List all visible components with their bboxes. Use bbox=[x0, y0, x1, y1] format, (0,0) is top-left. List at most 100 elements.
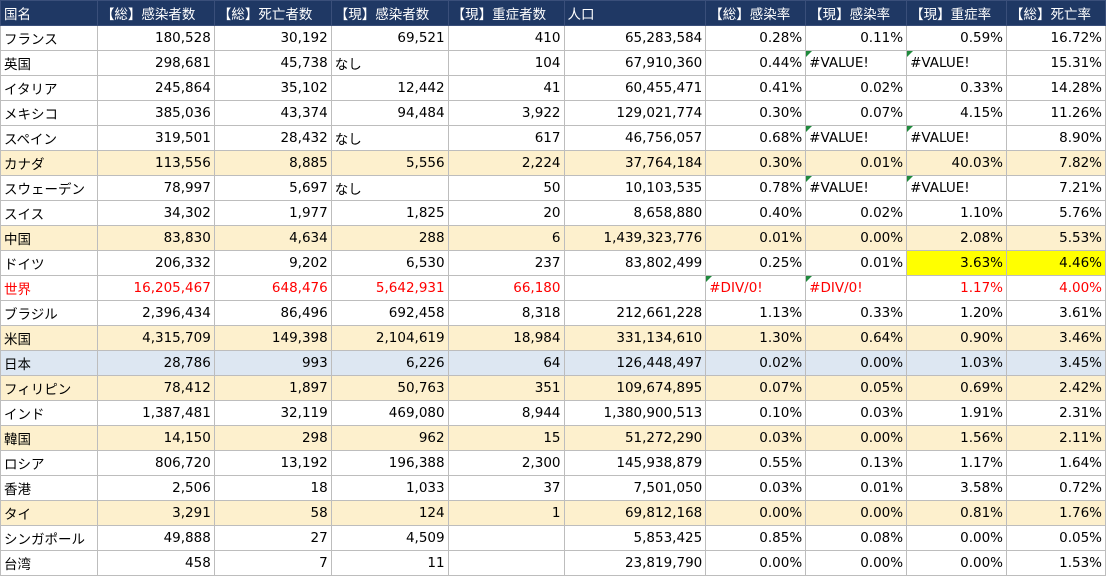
cell-death-rate[interactable]: 0.72% bbox=[1006, 475, 1106, 501]
cell-total-cases[interactable]: 28,786 bbox=[96, 350, 215, 376]
cell-total-deaths[interactable]: 35,102 bbox=[213, 75, 332, 101]
cell-active-infection-rate[interactable]: #VALUE! bbox=[805, 50, 908, 76]
cell-total-infection-rate[interactable]: 0.03% bbox=[705, 425, 807, 451]
cell-country[interactable]: スイス bbox=[0, 200, 98, 226]
cell-population[interactable]: 67,910,360 bbox=[563, 50, 707, 76]
cell-population[interactable]: 7,501,050 bbox=[563, 475, 707, 501]
cell-total-cases[interactable]: 113,556 bbox=[96, 150, 215, 176]
cell-total-infection-rate[interactable]: 0.01% bbox=[705, 225, 807, 251]
cell-total-infection-rate[interactable]: 0.40% bbox=[705, 200, 807, 226]
cell-active-infection-rate[interactable]: 0.03% bbox=[805, 400, 908, 426]
cell-critical-cases[interactable]: 8,318 bbox=[447, 300, 565, 326]
cell-total-cases[interactable]: 14,150 bbox=[96, 425, 215, 451]
cell-critical-rate[interactable]: 1.03% bbox=[906, 350, 1007, 376]
cell-critical-rate[interactable]: 2.08% bbox=[906, 225, 1007, 251]
cell-critical-rate[interactable]: 40.03% bbox=[906, 150, 1007, 176]
cell-total-cases[interactable]: 78,997 bbox=[96, 175, 215, 201]
column-header-critical-rate[interactable]: 【現】重症率 bbox=[906, 0, 1007, 26]
cell-total-infection-rate[interactable]: 0.10% bbox=[705, 400, 807, 426]
cell-critical-rate[interactable]: 1.20% bbox=[906, 300, 1007, 326]
cell-total-infection-rate[interactable]: 0.03% bbox=[705, 475, 807, 501]
cell-population[interactable]: 65,283,584 bbox=[563, 25, 707, 51]
cell-active-cases[interactable]: 469,080 bbox=[330, 400, 449, 426]
cell-total-deaths[interactable]: 993 bbox=[213, 350, 332, 376]
cell-death-rate[interactable]: 2.31% bbox=[1006, 400, 1106, 426]
cell-total-cases[interactable]: 83,830 bbox=[96, 225, 215, 251]
cell-total-deaths[interactable]: 43,374 bbox=[213, 100, 332, 126]
cell-total-cases[interactable]: 49,888 bbox=[96, 525, 215, 551]
cell-death-rate[interactable]: 1.53% bbox=[1006, 550, 1106, 576]
cell-population[interactable]: 1,439,323,776 bbox=[563, 225, 707, 251]
cell-total-cases[interactable]: 34,302 bbox=[96, 200, 215, 226]
cell-total-cases[interactable]: 245,864 bbox=[96, 75, 215, 101]
cell-total-deaths[interactable]: 149,398 bbox=[213, 325, 332, 351]
cell-total-infection-rate[interactable]: 0.25% bbox=[705, 250, 807, 276]
cell-death-rate[interactable]: 2.42% bbox=[1006, 375, 1106, 401]
cell-active-cases[interactable]: 2,104,619 bbox=[330, 325, 449, 351]
cell-total-deaths[interactable]: 648,476 bbox=[213, 275, 332, 301]
cell-total-deaths[interactable]: 9,202 bbox=[213, 250, 332, 276]
cell-critical-cases[interactable]: 1 bbox=[447, 500, 565, 526]
cell-critical-rate[interactable]: #VALUE! bbox=[906, 50, 1007, 76]
cell-country[interactable]: 日本 bbox=[0, 350, 98, 376]
cell-total-cases[interactable]: 1,387,481 bbox=[96, 400, 215, 426]
cell-total-cases[interactable]: 78,412 bbox=[96, 375, 215, 401]
cell-active-cases[interactable]: 1,033 bbox=[330, 475, 449, 501]
cell-total-deaths[interactable]: 7 bbox=[213, 550, 332, 576]
cell-active-infection-rate[interactable]: 0.00% bbox=[805, 500, 908, 526]
cell-active-cases[interactable]: なし bbox=[330, 50, 449, 76]
cell-active-cases[interactable]: 5,642,931 bbox=[330, 275, 449, 301]
cell-population[interactable]: 69,812,168 bbox=[563, 500, 707, 526]
cell-death-rate[interactable]: 7.21% bbox=[1006, 175, 1106, 201]
cell-total-deaths[interactable]: 298 bbox=[213, 425, 332, 451]
cell-death-rate[interactable]: 14.28% bbox=[1006, 75, 1106, 101]
cell-country[interactable]: フィリピン bbox=[0, 375, 98, 401]
cell-critical-rate[interactable]: 0.59% bbox=[906, 25, 1007, 51]
cell-critical-rate[interactable]: 4.15% bbox=[906, 100, 1007, 126]
cell-death-rate[interactable]: 15.31% bbox=[1006, 50, 1106, 76]
cell-population[interactable]: 1,380,900,513 bbox=[563, 400, 707, 426]
cell-active-cases[interactable]: なし bbox=[330, 125, 449, 151]
cell-critical-cases[interactable]: 18,984 bbox=[447, 325, 565, 351]
cell-total-cases[interactable]: 2,396,434 bbox=[96, 300, 215, 326]
cell-population[interactable]: 51,272,290 bbox=[563, 425, 707, 451]
cell-country[interactable]: 香港 bbox=[0, 475, 98, 501]
column-header-active-cases[interactable]: 【現】感染者数 bbox=[330, 0, 449, 26]
cell-population[interactable]: 129,021,774 bbox=[563, 100, 707, 126]
column-header-total-deaths[interactable]: 【総】死亡者数 bbox=[213, 0, 332, 26]
cell-population[interactable]: 10,103,535 bbox=[563, 175, 707, 201]
cell-critical-cases[interactable]: 6 bbox=[447, 225, 565, 251]
cell-active-cases[interactable]: 12,442 bbox=[330, 75, 449, 101]
cell-active-infection-rate[interactable]: 0.08% bbox=[805, 525, 908, 551]
cell-total-deaths[interactable]: 1,977 bbox=[213, 200, 332, 226]
cell-active-infection-rate[interactable]: #DIV/0! bbox=[805, 275, 908, 301]
cell-critical-rate[interactable]: 0.81% bbox=[906, 500, 1007, 526]
cell-critical-cases[interactable]: 351 bbox=[447, 375, 565, 401]
cell-total-cases[interactable]: 806,720 bbox=[96, 450, 215, 476]
cell-active-cases[interactable]: 6,226 bbox=[330, 350, 449, 376]
cell-country[interactable]: スウェーデン bbox=[0, 175, 98, 201]
cell-critical-cases[interactable]: 104 bbox=[447, 50, 565, 76]
cell-active-cases[interactable]: 692,458 bbox=[330, 300, 449, 326]
cell-critical-rate[interactable]: 0.00% bbox=[906, 525, 1007, 551]
cell-active-cases[interactable]: なし bbox=[330, 175, 449, 201]
cell-total-deaths[interactable]: 4,634 bbox=[213, 225, 332, 251]
cell-active-infection-rate[interactable]: 0.02% bbox=[805, 200, 908, 226]
cell-critical-cases[interactable]: 15 bbox=[447, 425, 565, 451]
cell-country[interactable]: 英国 bbox=[0, 50, 98, 76]
cell-critical-cases[interactable] bbox=[447, 550, 565, 576]
cell-total-infection-rate[interactable]: 1.13% bbox=[705, 300, 807, 326]
cell-active-infection-rate[interactable]: #VALUE! bbox=[805, 125, 908, 151]
cell-total-infection-rate[interactable]: 0.85% bbox=[705, 525, 807, 551]
cell-country[interactable]: 中国 bbox=[0, 225, 98, 251]
cell-critical-rate[interactable]: 0.00% bbox=[906, 550, 1007, 576]
cell-population[interactable]: 5,853,425 bbox=[563, 525, 707, 551]
cell-active-infection-rate[interactable]: 0.13% bbox=[805, 450, 908, 476]
cell-population[interactable]: 126,448,497 bbox=[563, 350, 707, 376]
cell-critical-cases[interactable]: 50 bbox=[447, 175, 565, 201]
cell-critical-cases[interactable]: 20 bbox=[447, 200, 565, 226]
cell-total-infection-rate[interactable]: 0.07% bbox=[705, 375, 807, 401]
cell-total-infection-rate[interactable]: #DIV/0! bbox=[705, 275, 807, 301]
cell-total-infection-rate[interactable]: 0.28% bbox=[705, 25, 807, 51]
cell-death-rate[interactable]: 8.90% bbox=[1006, 125, 1106, 151]
